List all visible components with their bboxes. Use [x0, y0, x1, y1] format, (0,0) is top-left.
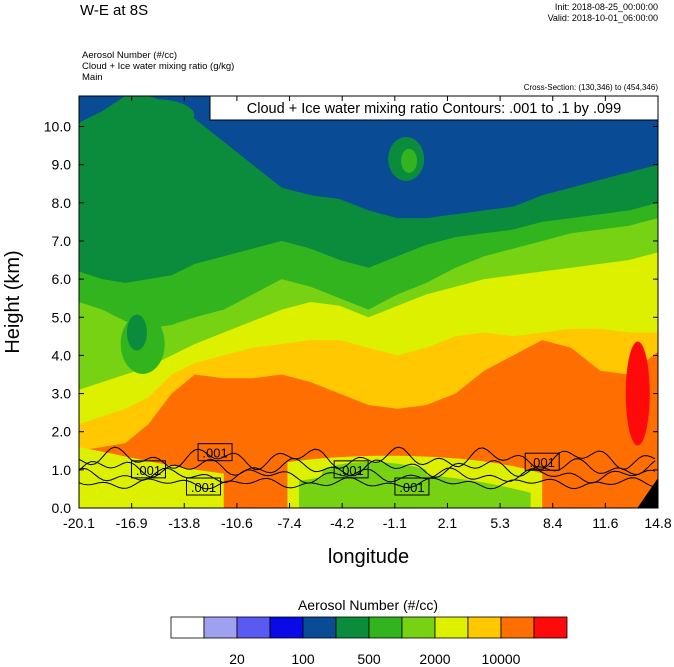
- colorbar-swatch: [335, 616, 370, 639]
- colorbar-swatch: [368, 616, 403, 639]
- colorbar-swatch: [203, 616, 238, 639]
- x-tick-label: 8.4: [543, 515, 563, 531]
- x-tick-label: 14.8: [644, 515, 671, 531]
- colorbar-tick-label: 2000: [419, 651, 450, 667]
- x-tick-label: -7.4: [277, 515, 301, 531]
- x-tick-label: 2.1: [438, 515, 458, 531]
- colorbar-tick-label: 100: [291, 651, 315, 667]
- chart-title: W-E at 8S: [80, 2, 149, 19]
- colorbar-swatch: [434, 616, 469, 639]
- contour-label-box: [197, 443, 233, 462]
- y-tick-label: 3.0: [52, 386, 72, 402]
- y-tick-label: 6.0: [52, 271, 72, 287]
- colorbar-swatch: [467, 616, 502, 639]
- y-tick-label: 9.0: [52, 157, 72, 173]
- terrain-corner: [637, 478, 658, 508]
- colorbar-swatch: [269, 616, 304, 639]
- colorbar-title: Aerosol Number (#/cc): [298, 597, 438, 613]
- y-tick-label: 0.0: [52, 500, 72, 516]
- field-label-cloud-ice: Cloud + Ice water mixing ratio (g/kg): [82, 61, 235, 72]
- y-tick-label: 5.0: [52, 309, 72, 325]
- y-tick-label: 1.0: [52, 462, 72, 478]
- contour-line-2: [79, 467, 656, 484]
- y-tick-label: 7.0: [52, 233, 72, 249]
- contour-label: .001: [136, 463, 161, 478]
- contour-label: .001: [530, 455, 555, 470]
- x-tick-label: -10.6: [221, 515, 253, 531]
- fill-spot-2: [401, 148, 418, 173]
- y-tick-label: 2.0: [52, 424, 72, 440]
- contour-label: .001: [202, 446, 227, 461]
- contour-label-box: [130, 460, 166, 479]
- contour-line-4: [79, 477, 656, 490]
- fill-low-light-green-2: [322, 461, 427, 489]
- fill-spot-3: [114, 99, 195, 132]
- cross-section-label: Cross-Section: (130,346) to (454,346): [523, 83, 658, 92]
- contour-label-box: [394, 477, 430, 496]
- x-tick-label: -20.1: [63, 515, 95, 531]
- colorbar-swatch: [302, 616, 337, 639]
- contour-info-text: Cloud + Ice water mixing ratio Contours:…: [247, 101, 621, 117]
- init-time: Init: 2018-08-25_00:00:00: [554, 2, 658, 12]
- y-tick-label: 8.0: [52, 195, 72, 211]
- contour-label: .001: [399, 480, 424, 495]
- colorbar-tick-label: 500: [357, 651, 381, 667]
- colorbar-swatch: [533, 616, 568, 639]
- contour-label: .001: [338, 463, 363, 478]
- x-tick-label: -4.2: [330, 515, 354, 531]
- y-tick-label: 10.0: [44, 119, 71, 135]
- y-axis-label: Height (km): [2, 250, 24, 353]
- colorbar-swatch: [236, 616, 271, 639]
- x-tick-label: 11.6: [592, 515, 618, 531]
- x-axis-label: longitude: [328, 546, 409, 568]
- contour-info-box: [209, 95, 659, 121]
- y-tick-label: 4.0: [52, 347, 72, 363]
- contour-label-box: [524, 452, 560, 471]
- colorbar-swatch: [500, 616, 535, 639]
- x-tick-label: -16.9: [116, 515, 148, 531]
- field-label-main: Main: [82, 72, 103, 83]
- fill-orange: [79, 340, 658, 508]
- x-tick-label: -13.8: [168, 515, 200, 531]
- contour-label-box: [185, 477, 221, 496]
- fill-red-edge: [625, 341, 650, 446]
- field-label-aerosol: Aerosol Number (#/cc): [82, 50, 178, 61]
- colorbar-swatch: [170, 616, 205, 639]
- colorbar-tick-label: 20: [229, 651, 245, 667]
- x-tick-label: -1.1: [383, 515, 407, 531]
- colorbar-swatch: [401, 616, 436, 639]
- contour-label-box: [333, 460, 369, 479]
- x-tick-label: 5.3: [490, 515, 510, 531]
- contour-label: .001: [191, 480, 216, 495]
- valid-time: Valid: 2018-10-01_06:00:00: [547, 13, 658, 23]
- colorbar-tick-label: 10000: [482, 651, 521, 667]
- fill-spot-5: [126, 314, 147, 351]
- filled-contours: [79, 96, 658, 508]
